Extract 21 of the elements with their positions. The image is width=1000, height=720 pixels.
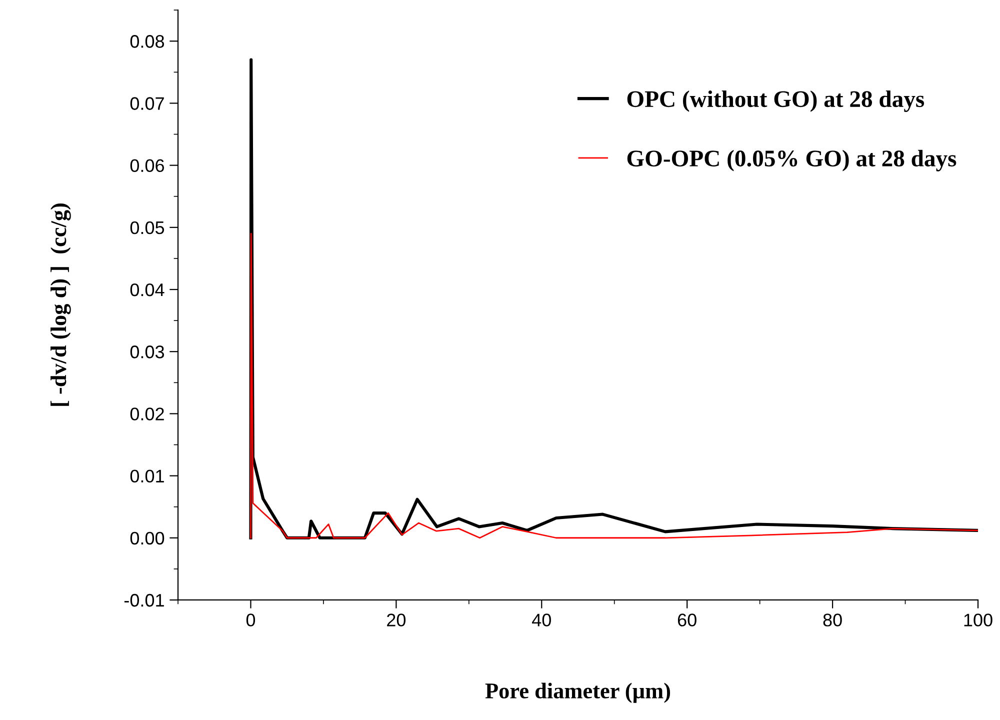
y-tick-label: 0.04	[130, 283, 164, 296]
y-axis-title: [ -dv/d (log d) ] (cc/g)	[50, 204, 71, 406]
x-tick-label: 100	[964, 614, 992, 626]
y-tick-label: 0.03	[130, 346, 164, 358]
line-series	[250, 232, 978, 539]
x-tick-label: 0	[246, 614, 256, 626]
legend-label: GO-OPC (0.05% GO) at 28 days	[627, 150, 956, 172]
x-tick-label: 60	[678, 614, 696, 626]
x-tick-label: 40	[532, 614, 551, 626]
x-tick-label: 20	[387, 614, 406, 626]
y-tick-label: 0.05	[130, 221, 164, 234]
legend-label: OPC (without GO) at 28 days	[627, 90, 924, 112]
y-tick-label: 0.01	[130, 470, 164, 483]
y-tick-label: 0.00	[130, 532, 164, 545]
y-tick-label: 0.02	[130, 408, 164, 420]
y-tick-label: -0.01	[124, 594, 164, 607]
y-tick-label: 0.06	[130, 159, 164, 172]
x-tick-label: 80	[823, 614, 842, 626]
y-tick-label: 0.08	[130, 35, 164, 48]
y-tick-label: 0.07	[130, 97, 164, 110]
x-axis-title: Pore diameter (µm)	[485, 682, 670, 703]
